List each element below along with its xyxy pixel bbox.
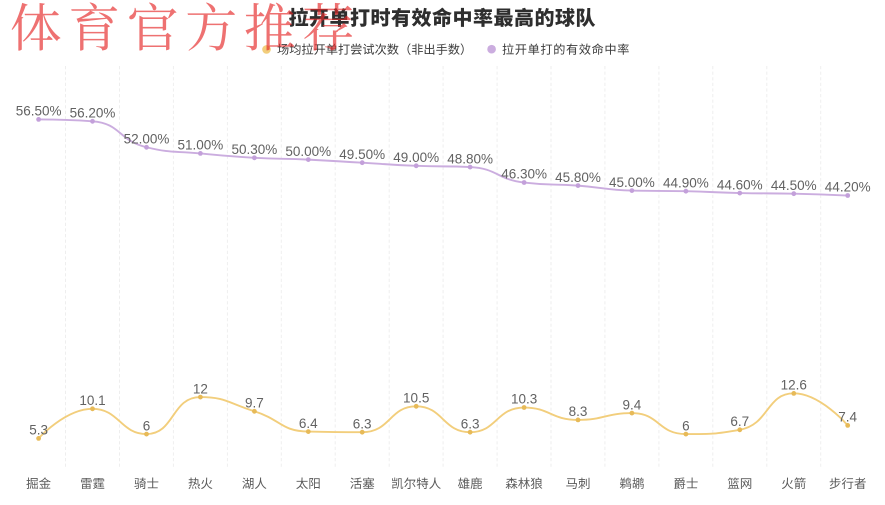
- svg-text:6.7: 6.7: [730, 414, 749, 429]
- svg-text:6.3: 6.3: [461, 416, 480, 431]
- svg-text:10.5: 10.5: [403, 391, 429, 406]
- svg-text:50.30%: 50.30%: [232, 142, 278, 157]
- svg-text:45.00%: 45.00%: [609, 175, 655, 190]
- svg-text:50.00%: 50.00%: [285, 144, 331, 159]
- svg-text:12.6: 12.6: [781, 378, 807, 393]
- svg-text:56.20%: 56.20%: [70, 106, 116, 121]
- svg-text:6.3: 6.3: [353, 416, 372, 431]
- svg-text:5.3: 5.3: [29, 423, 48, 438]
- svg-text:56.50%: 56.50%: [16, 104, 62, 119]
- svg-text:46.30%: 46.30%: [501, 167, 547, 182]
- svg-text:48.80%: 48.80%: [447, 151, 493, 166]
- svg-text:9.4: 9.4: [623, 397, 642, 412]
- svg-text:51.00%: 51.00%: [178, 138, 224, 153]
- svg-text:8.3: 8.3: [569, 404, 588, 419]
- svg-text:7.4: 7.4: [838, 410, 857, 425]
- svg-text:44.60%: 44.60%: [717, 177, 763, 192]
- svg-text:6: 6: [143, 418, 151, 433]
- svg-text:49.50%: 49.50%: [339, 147, 385, 162]
- svg-text:12: 12: [193, 381, 208, 396]
- svg-text:6: 6: [682, 418, 690, 433]
- svg-text:44.90%: 44.90%: [663, 175, 709, 190]
- svg-text:44.50%: 44.50%: [771, 178, 817, 193]
- svg-text:49.00%: 49.00%: [393, 150, 439, 165]
- svg-text:9.7: 9.7: [245, 396, 264, 411]
- svg-text:52.00%: 52.00%: [124, 132, 170, 147]
- svg-text:45.80%: 45.80%: [555, 170, 601, 185]
- svg-text:6.4: 6.4: [299, 416, 318, 431]
- svg-text:10.1: 10.1: [79, 393, 105, 408]
- svg-text:10.3: 10.3: [511, 392, 537, 407]
- svg-text:44.20%: 44.20%: [825, 180, 871, 195]
